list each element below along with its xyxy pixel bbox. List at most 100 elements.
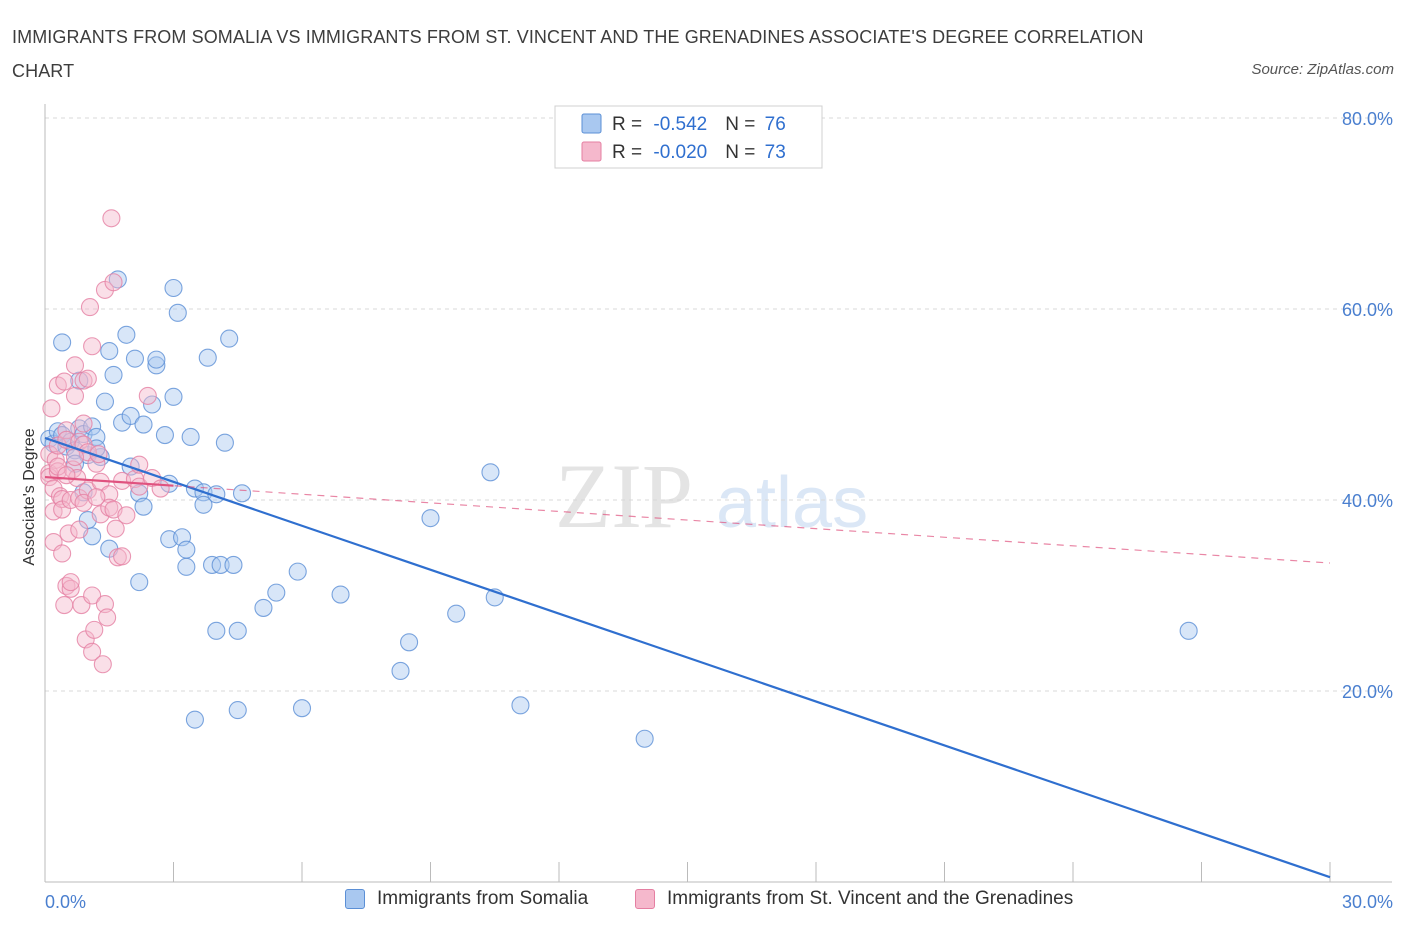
data-point-blue [104, 365, 123, 384]
data-point-pink [85, 620, 104, 639]
data-point-pink [65, 356, 85, 375]
legend-n-value-pink: 73 [765, 142, 786, 163]
data-point-blue [288, 562, 307, 581]
data-point-pink [102, 209, 121, 228]
data-point-pink [55, 372, 74, 391]
legend-r-label-pink: R = [612, 142, 647, 163]
legend-swatch-somalia [345, 889, 365, 909]
data-point-pink [65, 386, 85, 405]
data-point-blue [125, 349, 144, 368]
data-point-pink [151, 479, 170, 498]
data-point-blue [100, 341, 119, 361]
y-tick-label: 20.0% [1342, 682, 1393, 702]
data-point-pink [87, 488, 106, 507]
data-point-blue [254, 598, 273, 617]
legend-n-value-blue: 76 [765, 114, 786, 135]
data-point-pink [83, 586, 102, 605]
data-point-blue [147, 356, 166, 375]
data-point-pink [57, 421, 76, 440]
legend-label-somalia: Immigrants from Somalia [377, 888, 589, 909]
legend-item-st-vincent[interactable]: Immigrants from St. Vincent and the Gren… [635, 888, 1073, 910]
data-point-blue [228, 621, 247, 640]
legend-n-label-blue: N = [725, 114, 760, 135]
data-point-pink [42, 399, 61, 418]
gridlines [45, 117, 1392, 692]
data-point-blue [185, 710, 204, 729]
y-axis-label: Associate's Degree [21, 428, 38, 565]
data-point-pink [138, 386, 157, 405]
data-point-blue [130, 484, 149, 503]
data-point-pink [95, 595, 115, 614]
data-point-blue [207, 621, 226, 640]
watermark-atlas: atlas [716, 463, 868, 543]
data-point-blue [481, 463, 500, 482]
data-point-pink [98, 608, 117, 627]
data-point-pink [93, 655, 112, 674]
legend-item-somalia[interactable]: Immigrants from Somalia [345, 888, 588, 910]
y-tick-label: 40.0% [1342, 491, 1393, 511]
data-point-blue [198, 348, 217, 367]
data-point-pink [53, 544, 72, 563]
data-point-blue [177, 557, 196, 576]
data-point-pink [80, 298, 100, 317]
data-point-blue [164, 278, 183, 298]
data-point-pink [55, 595, 74, 615]
data-point-blue [117, 325, 136, 344]
data-point-blue [168, 303, 187, 322]
data-point-pink [106, 519, 125, 538]
data-point-blue [511, 696, 530, 715]
axes [44, 104, 1392, 883]
data-point-pink [117, 506, 136, 525]
data-point-pink [104, 273, 123, 292]
data-point-blue [53, 333, 72, 352]
y-tick-labels: 20.0% 40.0% 60.0% 80.0% [1342, 109, 1393, 702]
x-tick-label-min: 0.0% [45, 892, 86, 912]
data-point-pink [61, 573, 80, 592]
data-point-pink [50, 487, 70, 506]
y-tick-label: 80.0% [1342, 109, 1393, 129]
data-point-blue [181, 427, 200, 447]
data-point-blue [224, 555, 243, 574]
data-point-blue [331, 585, 350, 604]
data-point-blue [211, 555, 230, 574]
data-point-blue [447, 604, 466, 623]
data-point-blue [95, 392, 115, 411]
data-point-blue [147, 350, 166, 369]
series-legend: Immigrants from Somalia Immigrants from … [0, 888, 1406, 916]
data-point-blue [232, 484, 252, 503]
trend-lines [44, 436, 1331, 879]
legend-swatch-st-vincent [635, 889, 655, 909]
data-point-blue [177, 540, 196, 559]
stats-legend: R = -0.542 N = 76 R = -0.020 N = 73 [554, 105, 823, 169]
data-point-pink [83, 642, 102, 661]
data-point-pink [59, 524, 78, 543]
legend-n-label-pink: N = [725, 142, 760, 163]
data-point-blue [292, 699, 312, 718]
data-point-blue [267, 583, 286, 602]
data-point-blue [121, 406, 140, 426]
data-point-blue [635, 729, 654, 748]
data-point-pink [113, 547, 132, 566]
chart-title: IMMIGRANTS FROM SOMALIA VS IMMIGRANTS FR… [12, 27, 1144, 81]
trend-line-blue [44, 436, 1331, 879]
data-point-blue [220, 329, 239, 348]
data-point-blue [130, 573, 149, 592]
data-point-blue [143, 395, 162, 414]
data-point-blue [164, 387, 183, 406]
data-point-blue [155, 426, 174, 445]
data-point-pink [48, 462, 67, 481]
legend-r-value-blue: -0.542 [653, 114, 707, 135]
data-point-pink [83, 337, 102, 356]
trend-line-pink [44, 475, 174, 487]
data-point-blue [215, 433, 234, 452]
series-st-vincent [40, 209, 170, 674]
data-point-blue [1179, 621, 1198, 640]
legend-r-value-pink: -0.020 [653, 142, 707, 163]
data-point-blue [194, 495, 213, 514]
data-point-blue [421, 509, 440, 528]
data-point-pink [61, 579, 80, 598]
data-point-blue [391, 661, 410, 680]
